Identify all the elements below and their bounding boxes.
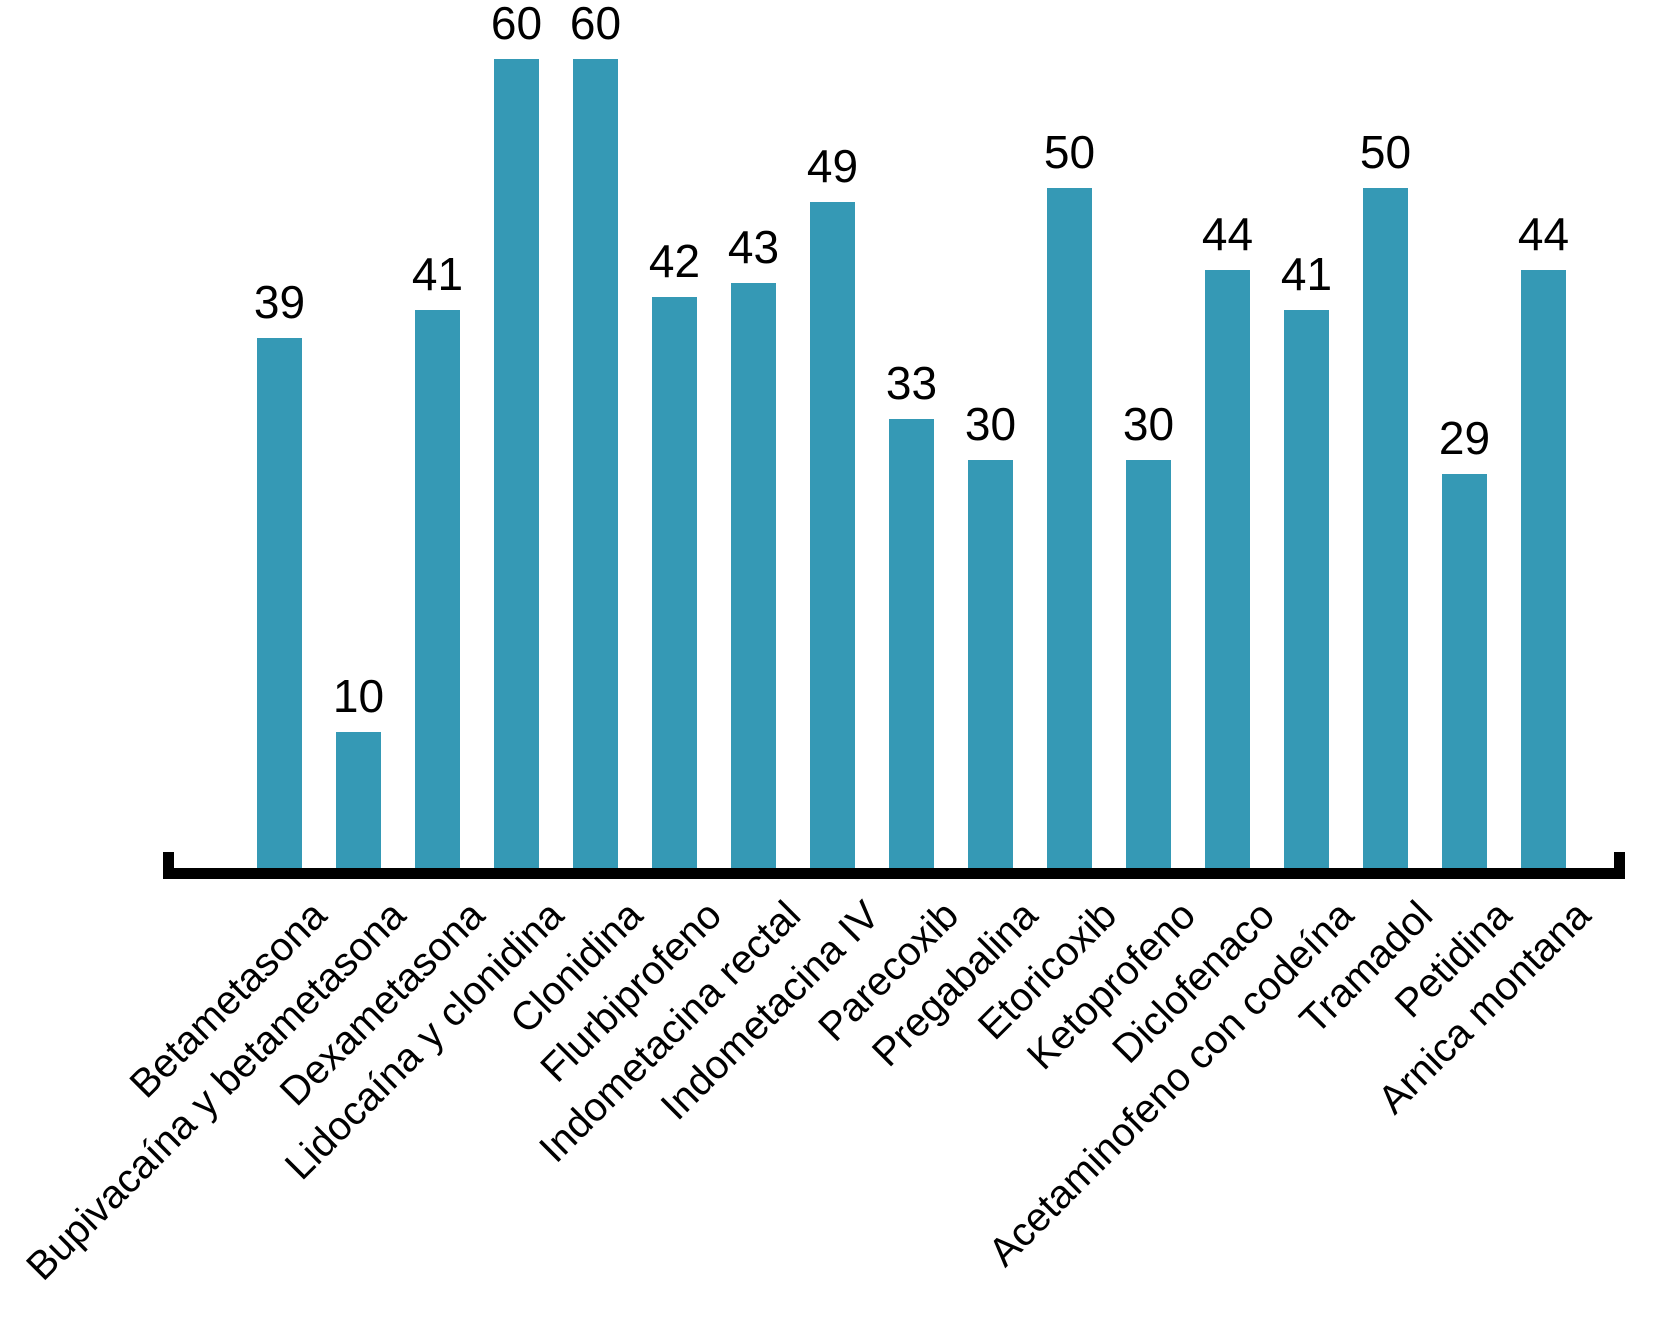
category-label: Parecoxib	[809, 893, 967, 1050]
category-label: Dexametasona	[271, 893, 493, 1115]
bar	[810, 202, 855, 868]
bar	[257, 338, 302, 868]
bar	[968, 460, 1013, 868]
bar	[1126, 460, 1171, 868]
bar-group: 30	[951, 0, 1030, 868]
bar	[652, 297, 697, 868]
x-axis-right-end-tick	[1614, 852, 1625, 879]
bar	[1521, 270, 1566, 868]
bar-value-label: 50	[1043, 126, 1096, 178]
bar-group: 49	[793, 0, 872, 868]
bar-value-label: 44	[1517, 208, 1570, 260]
category-label: Bupivacaína y betametasona	[17, 893, 414, 1289]
category-label: Betametasona	[121, 893, 335, 1107]
category-label: Indometacina IV	[652, 893, 888, 1129]
bar	[1284, 310, 1329, 868]
category-label: Tramadol	[1291, 893, 1441, 1043]
bar-group: 42	[635, 0, 714, 868]
bar-value-label: 29	[1438, 412, 1491, 464]
bar	[1205, 270, 1250, 868]
bar-group: 43	[714, 0, 793, 868]
bar-value-label: 39	[253, 276, 306, 328]
bar-group: 30	[1109, 0, 1188, 868]
bar	[336, 732, 381, 868]
category-label: Indometacina rectal	[530, 893, 809, 1171]
bar-group: 50	[1030, 0, 1109, 868]
category-label: Ketoprofeno	[1018, 893, 1204, 1079]
bar-value-label: 42	[648, 235, 701, 287]
bar-value-label: 49	[806, 140, 859, 192]
bar	[1363, 188, 1408, 868]
bar-group: 60	[477, 0, 556, 868]
category-label: Petidina	[1386, 893, 1520, 1027]
x-axis-left-end-tick	[163, 852, 174, 879]
bar	[1442, 474, 1487, 868]
category-label: Clonidina	[501, 893, 651, 1043]
bar-value-label: 30	[964, 398, 1017, 450]
bar	[731, 283, 776, 868]
bar-value-label: 43	[727, 221, 780, 273]
bar-group: 29	[1425, 0, 1504, 868]
category-label: Arnica montana	[1369, 893, 1599, 1123]
bar	[573, 59, 618, 868]
bar-value-label: 41	[411, 248, 464, 300]
category-label: Lidocaína y clonidina	[276, 893, 572, 1189]
bar-value-label: 60	[569, 0, 622, 49]
category-label: Flurbiprofeno	[531, 893, 730, 1091]
category-label: Pregabalina	[863, 893, 1046, 1076]
bar-value-label: 10	[332, 670, 385, 722]
bar-group: 60	[556, 0, 635, 868]
x-axis-line	[163, 868, 1625, 879]
category-label: Acetaminofeno con codeína	[979, 893, 1362, 1275]
bar-value-label: 60	[490, 0, 543, 49]
plot-area: 39 10 41 60 60 42 43 49 33 30 50 30 44 41 50 29 44	[240, 0, 1583, 868]
bar-group: 33	[872, 0, 951, 868]
bar-value-label: 50	[1359, 126, 1412, 178]
bar-value-label: 41	[1280, 248, 1333, 300]
bar	[494, 59, 539, 868]
bar-value-label: 33	[885, 357, 938, 409]
bar-group: 41	[1267, 0, 1346, 868]
bar	[889, 419, 934, 868]
bar-group: 44	[1188, 0, 1267, 868]
category-label: Diclofenaco	[1103, 893, 1283, 1072]
category-label: Etoricoxib	[969, 893, 1125, 1049]
bar-value-label: 30	[1122, 398, 1175, 450]
bar-value-label: 44	[1201, 208, 1254, 260]
bar-group: 41	[398, 0, 477, 868]
bar-group: 50	[1346, 0, 1425, 868]
bar-group: 10	[319, 0, 398, 868]
bar	[1047, 188, 1092, 868]
bar	[415, 310, 460, 868]
bar-group: 44	[1504, 0, 1583, 868]
bar-group: 39	[240, 0, 319, 868]
